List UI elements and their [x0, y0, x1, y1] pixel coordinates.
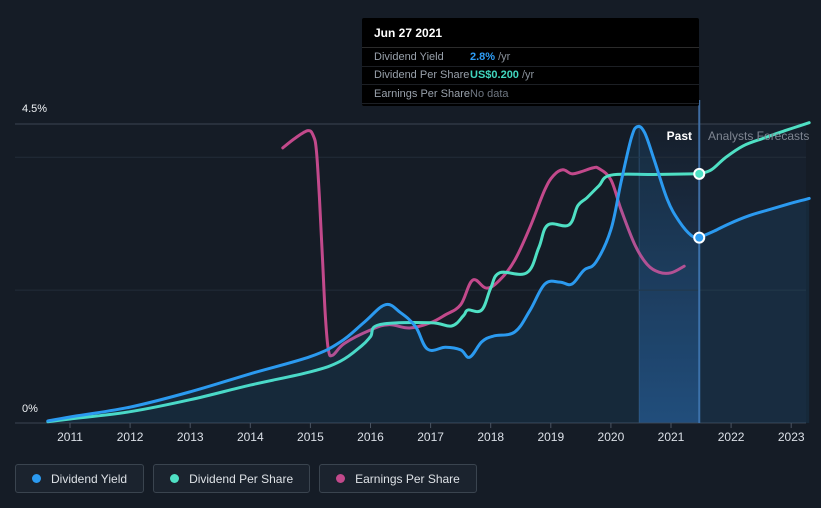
legend-label: Dividend Per Share — [189, 471, 294, 486]
legend-label: Earnings Per Share — [355, 471, 460, 486]
dividend-per-share-marker — [693, 167, 706, 180]
tooltip-value: 2.8% — [470, 50, 496, 63]
past-region-label: Past — [666, 129, 692, 143]
y-axis-min-label: 0% — [22, 403, 38, 415]
y-axis-max-label: 4.5% — [22, 103, 48, 115]
tooltip-label: Earnings Per Share — [374, 87, 470, 100]
legend-item-earnings-per-share[interactable]: Earnings Per Share — [319, 464, 477, 493]
tooltip-label: Dividend Per Share — [374, 69, 470, 82]
chart-legend: Dividend Yield Dividend Per Share Earnin… — [15, 464, 477, 493]
legend-item-dividend-per-share[interactable]: Dividend Per Share — [153, 464, 311, 493]
x-axis-label-2023: 2023 — [778, 430, 805, 444]
dividend-yield-line-past — [46, 124, 701, 423]
dividend-yield-line-forecast — [697, 196, 811, 240]
x-axis-label-2019: 2019 — [537, 430, 564, 444]
dividend-per-share-dot-icon — [170, 474, 180, 483]
earnings-per-share-line-past — [281, 129, 686, 358]
x-axis-label-2021: 2021 — [658, 430, 685, 444]
tooltip-value: No data — [470, 87, 509, 100]
x-axis-label-2018: 2018 — [477, 430, 504, 444]
analysts-forecasts-region-label: Analysts Forecasts — [708, 129, 810, 143]
legend-item-dividend-yield[interactable]: Dividend Yield — [15, 464, 145, 493]
tooltip-row-dividend-per-share: Dividend Per Share US$0.200 /yr — [362, 67, 699, 85]
dividend-per-share-line-forecast — [697, 121, 811, 176]
x-axis-label-2016: 2016 — [357, 430, 384, 444]
tooltip-value: US$0.200 — [470, 69, 519, 82]
legend-label: Dividend Yield — [51, 471, 128, 486]
x-axis-label-2013: 2013 — [177, 430, 204, 444]
tooltip-unit: /yr — [498, 50, 511, 63]
x-axis-label-2022: 2022 — [718, 430, 745, 444]
chart-tooltip: Jun 27 2021 Dividend Yield 2.8% /yr Divi… — [362, 18, 699, 106]
tooltip-date: Jun 27 2021 — [362, 22, 699, 48]
tooltip-unit: /yr — [521, 69, 535, 82]
dividend-per-share-line-past — [46, 172, 701, 424]
x-axis-label-2011: 2011 — [57, 430, 83, 444]
x-axis-label-2012: 2012 — [117, 430, 144, 444]
earnings-per-share-dot-icon — [336, 474, 346, 483]
tooltip-row-dividend-yield: Dividend Yield 2.8% /yr — [362, 48, 699, 67]
tooltip-row-earnings-per-share: Earnings Per Share No data — [362, 85, 699, 104]
x-axis-label-2017: 2017 — [417, 430, 444, 444]
dividend-yield-dot-icon — [32, 474, 41, 483]
x-axis-label-2014: 2014 — [237, 430, 264, 444]
x-axis-label-2020: 2020 — [598, 430, 625, 444]
dividend-yield-marker — [693, 231, 706, 244]
x-axis-label-2015: 2015 — [297, 430, 324, 444]
forecast-region — [699, 124, 806, 423]
tooltip-label: Dividend Yield — [374, 50, 444, 63]
